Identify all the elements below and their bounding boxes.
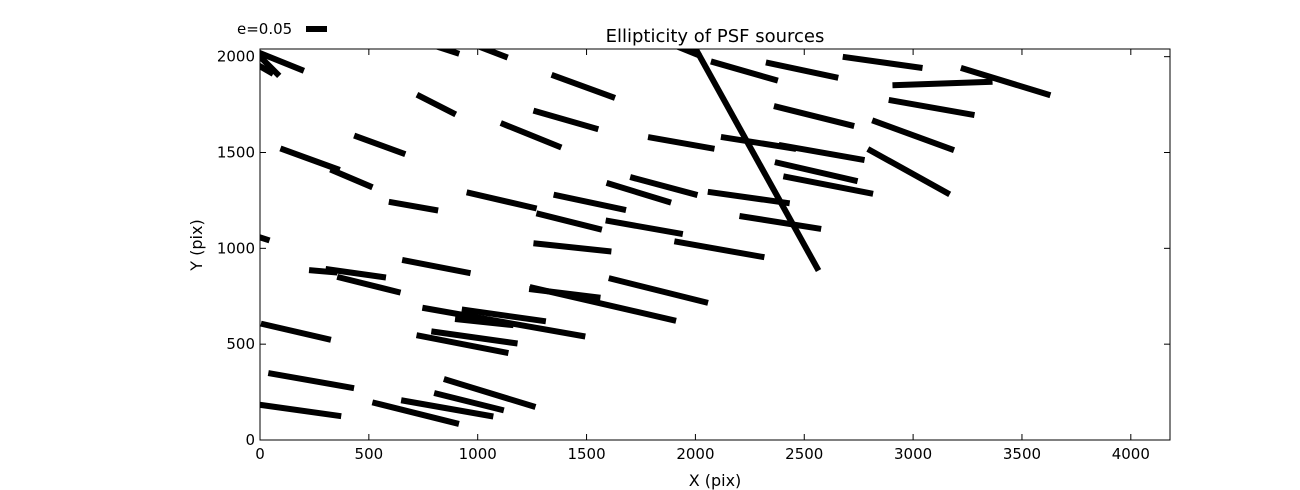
ellipticity-segment — [353, 132, 407, 157]
ellipticity-segment — [461, 306, 547, 325]
ellipticity-segment — [529, 284, 677, 324]
quiver-segments — [260, 49, 1052, 427]
ellipticity-segment — [454, 316, 514, 329]
y-tick-label: 1500 — [217, 144, 255, 162]
ellipticity-segment — [605, 180, 672, 206]
ellipticity-segment — [959, 65, 1052, 99]
ellipticity-segment — [329, 166, 374, 191]
ellipticity-segment — [499, 120, 563, 151]
ellipticity-segment — [401, 256, 472, 277]
plot-frame — [259, 48, 1171, 441]
ellipticity-segment — [465, 189, 538, 212]
ellipticity-segment — [279, 145, 341, 173]
ellipticity-segment — [434, 49, 461, 57]
ellipticity-segment — [778, 141, 866, 164]
ellipticity-segment — [550, 72, 617, 101]
x-tick-label: 3500 — [1003, 445, 1041, 463]
axis-ticks: 0 500 1000 1500 2000 2500 3000 3500 4000 0 500 1000… — [217, 48, 1170, 463]
ellipticity-segment — [866, 146, 952, 197]
ellipticity-segment — [710, 58, 779, 84]
ellipticity-segment — [871, 117, 956, 153]
y-tick-label: 1000 — [217, 239, 255, 257]
ellipticity-segment — [260, 62, 275, 77]
ellipticity-segment — [260, 52, 282, 79]
ellipticity-segment — [415, 332, 509, 357]
ellipticity-segment — [400, 397, 494, 420]
ellipticity-segment — [260, 49, 306, 74]
ellipticity-segment — [738, 213, 822, 232]
y-tick-label: 2000 — [217, 48, 255, 66]
legend: e=0.05 — [237, 20, 327, 38]
ellipticity-segment — [325, 266, 387, 281]
ellipticity-segment — [535, 210, 603, 233]
x-tick-label: 1500 — [567, 445, 605, 463]
ellipticity-segment — [629, 174, 699, 198]
ellipticity-segment — [842, 53, 923, 71]
ellipticity-segment — [782, 173, 874, 197]
ellipticity-segment — [605, 217, 684, 238]
y-tick-label: 0 — [245, 431, 255, 449]
ellipticity-segment — [647, 134, 716, 152]
x-tick-label: 2500 — [785, 445, 823, 463]
ellipticity-segment — [673, 238, 765, 261]
ellipticity-segment — [415, 92, 458, 118]
x-axis-label: X (pix) — [689, 471, 742, 490]
ellipticity-segment — [442, 376, 537, 410]
x-tick-label: 4000 — [1112, 445, 1150, 463]
ellipticity-segment — [533, 240, 612, 255]
chart-title: Ellipticity of PSF sources — [606, 26, 825, 47]
ellipticity-segment — [692, 49, 822, 273]
ellipticity-segment — [765, 59, 839, 81]
ellipticity-segment — [552, 191, 627, 213]
x-tick-label: 0 — [255, 445, 265, 463]
ellipticity-segment — [260, 401, 342, 420]
ellipticity-segment — [371, 399, 460, 427]
ellipticity-segment — [707, 188, 791, 207]
x-tick-label: 2000 — [676, 445, 714, 463]
ellipticity-segment — [260, 234, 271, 244]
y-tick-label: 500 — [226, 335, 255, 353]
legend-key-label: e=0.05 — [237, 20, 292, 38]
ellipticity-segment — [336, 273, 402, 296]
ellipticity-segment — [532, 107, 600, 133]
ellipticity-segment — [608, 275, 709, 306]
ellipticity-segment — [773, 103, 855, 130]
x-tick-label: 500 — [355, 445, 384, 463]
ellipticity-segment — [774, 159, 859, 185]
ellipticity-segment — [888, 96, 976, 118]
y-axis-label: Y (pix) — [187, 219, 206, 271]
ellipticity-segment — [433, 390, 505, 414]
ellipticity-segment — [260, 320, 332, 343]
ellipticity-segment — [388, 198, 439, 214]
ellipticity-segment — [267, 370, 355, 392]
ellipticity-segment — [476, 49, 509, 61]
x-tick-label: 1000 — [459, 445, 497, 463]
ellipticity-segment — [430, 328, 518, 347]
x-tick-label: 3000 — [894, 445, 932, 463]
plot-background — [260, 49, 1170, 440]
ellipticity-segment — [892, 78, 993, 89]
